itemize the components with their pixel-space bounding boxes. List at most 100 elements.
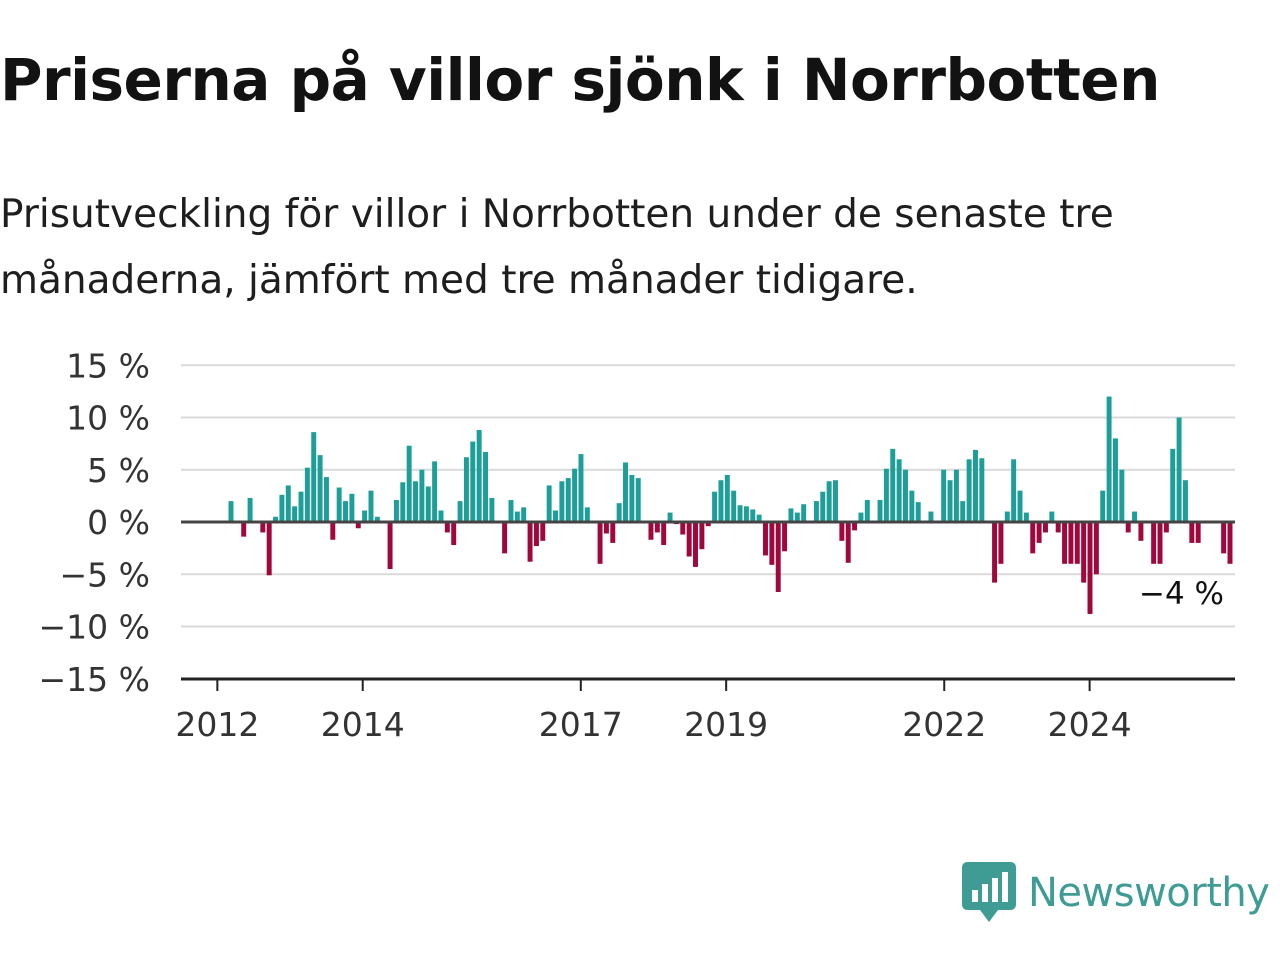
x-tick-label: 2012 — [175, 705, 259, 744]
axes — [181, 520, 1235, 681]
bar — [972, 449, 978, 522]
bar — [947, 480, 953, 522]
bar — [298, 491, 304, 522]
bar — [508, 500, 514, 522]
bar — [953, 469, 959, 522]
bar — [833, 480, 838, 522]
y-tick-label: 0 % — [87, 503, 150, 542]
bar — [451, 522, 457, 545]
bar — [546, 485, 552, 522]
bar — [1151, 522, 1157, 564]
bar — [483, 451, 489, 522]
bar — [336, 487, 342, 522]
bar — [470, 441, 476, 522]
bar — [1030, 522, 1036, 554]
bar — [1055, 522, 1061, 533]
bar — [330, 522, 336, 540]
bar-chart: 15 %10 %5 %0 %−5 %−10 %−15 % 2012 2014 201… — [39, 346, 1235, 744]
bar — [572, 468, 578, 522]
bar — [915, 502, 921, 522]
bar — [998, 522, 1004, 564]
bar — [406, 445, 412, 522]
bar — [1062, 522, 1068, 564]
bar — [241, 522, 247, 537]
chart-subtitle: Prisutveckling för villor i Norrbotten u… — [0, 192, 1114, 303]
bar — [279, 494, 285, 522]
bar — [425, 486, 431, 522]
bar — [724, 474, 730, 522]
bar — [763, 522, 768, 556]
bar — [712, 491, 718, 522]
x-tick-label: 2019 — [684, 705, 768, 744]
bar — [1042, 522, 1048, 533]
bar — [731, 490, 737, 522]
bar — [1221, 522, 1227, 554]
bar — [1017, 490, 1023, 522]
newsworthy-brand[interactable]: Newsworthy — [962, 862, 1270, 924]
bar — [260, 522, 266, 533]
bar — [355, 522, 361, 529]
bar — [1093, 522, 1099, 575]
bar — [349, 493, 355, 522]
bar — [1100, 490, 1106, 522]
bar — [400, 482, 406, 522]
newsworthy-logo-icon — [962, 862, 1016, 922]
bar — [966, 459, 972, 522]
bar — [432, 461, 438, 522]
brand-name: Newsworthy — [1028, 870, 1270, 916]
bar — [858, 512, 864, 522]
bar — [648, 522, 654, 540]
y-tick-label: −15 % — [39, 660, 151, 699]
bars — [228, 396, 1233, 614]
bar — [813, 501, 819, 522]
bar — [1081, 522, 1087, 583]
bar — [864, 500, 870, 522]
x-axis-ticks: 2012 2014 2017 2019 2022 2024 — [175, 679, 1132, 744]
chart-title: Priserna på villor sjönk i Norrbotten — [0, 46, 1160, 114]
bar — [489, 497, 495, 522]
bar — [883, 468, 889, 522]
bar — [750, 509, 756, 522]
bar — [1157, 522, 1163, 564]
bar — [1112, 438, 1118, 522]
bar — [928, 511, 934, 522]
bar — [533, 522, 539, 547]
bar — [1074, 522, 1080, 564]
x-tick-label: 2022 — [902, 705, 986, 744]
bar — [718, 480, 724, 522]
bar — [597, 522, 603, 564]
bar — [1125, 522, 1131, 533]
bar — [343, 501, 349, 522]
bar — [1138, 522, 1144, 541]
bar — [623, 462, 628, 522]
bar — [1182, 480, 1188, 522]
bar — [285, 485, 291, 522]
bar — [457, 501, 463, 522]
bar — [1170, 448, 1176, 522]
bar — [909, 490, 915, 522]
bar — [603, 522, 609, 534]
bar — [419, 469, 425, 522]
bar — [877, 500, 883, 522]
bar — [1176, 417, 1182, 522]
bar — [616, 503, 622, 522]
bar — [756, 514, 762, 522]
bar — [387, 522, 393, 570]
bar — [903, 469, 908, 522]
bar — [368, 490, 374, 522]
bar — [1163, 522, 1169, 533]
y-tick-label: −10 % — [39, 608, 151, 647]
bar — [559, 481, 565, 522]
bar — [769, 522, 775, 565]
y-axis-ticks: 15 % 10 % 5 % 0 % −5 % −10 % −15 % — [39, 346, 151, 699]
bar — [654, 522, 660, 533]
bar — [374, 516, 380, 522]
bar — [788, 508, 794, 522]
bar — [661, 522, 667, 545]
bar — [852, 522, 858, 531]
bar — [304, 467, 310, 522]
bar — [514, 511, 520, 522]
bar — [502, 522, 508, 554]
bar — [521, 507, 527, 522]
bar — [1119, 469, 1125, 522]
